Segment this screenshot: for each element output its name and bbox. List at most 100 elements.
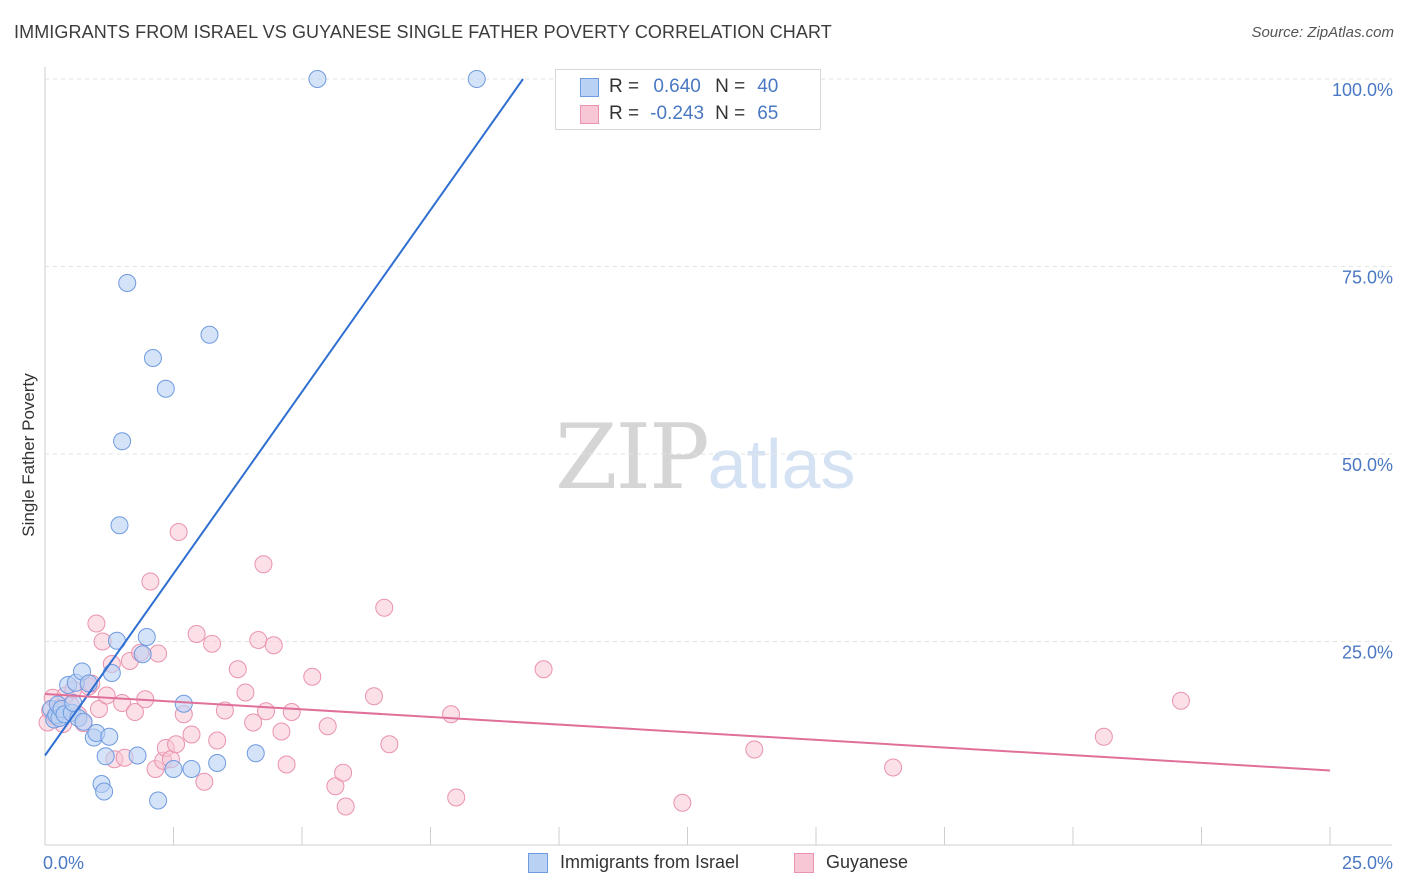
- legend-swatch-israel: [580, 77, 599, 97]
- israel-point: [118, 274, 137, 292]
- guyanese-point: [264, 636, 283, 655]
- israel-point: [79, 674, 98, 693]
- series-legend-israel: Immigrants from Israel: [528, 852, 739, 873]
- israel-point: [149, 791, 168, 810]
- guyanese-point: [1171, 691, 1190, 710]
- series-legend-guyanese: Guyanese: [794, 852, 908, 873]
- legend-r-value: 0.640: [653, 76, 701, 97]
- tick-labels: 25.0% 50.0% 75.0% 100.0% 0.0% 25.0%: [43, 80, 1393, 873]
- guyanese-point: [364, 687, 383, 706]
- guyanese-point: [272, 722, 291, 741]
- israel-point: [467, 70, 486, 88]
- series-legend-label-israel: Immigrants from Israel: [560, 852, 740, 872]
- legend-n-label: N =: [715, 103, 746, 124]
- israel-point: [74, 712, 93, 731]
- guyanese-point: [97, 686, 116, 705]
- guyanese-point: [380, 735, 399, 754]
- guyanese-point: [303, 667, 322, 686]
- y-tick-label: 75.0%: [1342, 268, 1393, 288]
- series-legend-swatch-israel: [528, 852, 548, 873]
- legend-row-israel: R = 0.640 N = 40: [580, 75, 778, 99]
- israel-trend-line: [44, 78, 524, 757]
- guyanese-point: [277, 755, 296, 774]
- guyanese-point: [673, 793, 692, 812]
- israel-point: [143, 349, 162, 367]
- watermark-zip: ZIP: [555, 405, 710, 510]
- legend-n-value: 40: [757, 76, 779, 97]
- source-label: Source: ZipAtlas.com: [1251, 24, 1394, 41]
- series-legend-label-guyanese: Guyanese: [826, 852, 909, 872]
- guyanese-point: [318, 717, 337, 736]
- guyanese-point: [87, 614, 106, 633]
- legend-row-guyanese: R = -0.243 N = 65: [580, 102, 778, 126]
- series-guyanese: [38, 523, 1190, 816]
- guyanese-point: [249, 631, 268, 649]
- legend-n-label: N =: [715, 76, 746, 97]
- guyanese-point: [282, 703, 301, 721]
- israel-point: [208, 754, 227, 772]
- guyanese-point: [745, 740, 764, 759]
- series-israel: [42, 70, 486, 810]
- guyanese-trend-line: [44, 693, 1331, 772]
- israel-point: [100, 727, 119, 746]
- guyanese-point: [236, 683, 255, 702]
- israel-point: [102, 664, 121, 682]
- guyanese-point: [167, 735, 186, 754]
- israel-point: [96, 747, 115, 766]
- israel-point: [133, 645, 152, 664]
- guyanese-point: [375, 598, 394, 617]
- guyanese-point: [228, 660, 247, 679]
- israel-point: [174, 694, 193, 713]
- guyanese-point: [257, 702, 276, 721]
- israel-point: [182, 760, 201, 778]
- guyanese-point: [169, 523, 188, 541]
- x-tick-label: 25.0%: [1342, 853, 1393, 873]
- israel-point: [137, 628, 156, 646]
- guyanese-point: [149, 644, 168, 663]
- series-legend-swatch-guyanese: [794, 852, 814, 873]
- israel-point: [156, 379, 175, 398]
- x-tick-label: 0.0%: [43, 853, 84, 873]
- israel-point: [308, 70, 327, 88]
- chart-title: IMMIGRANTS FROM ISRAEL VS GUYANESE SINGL…: [14, 22, 832, 42]
- israel-point: [110, 516, 129, 535]
- guyanese-point: [884, 758, 903, 777]
- watermark: ZIPatlas: [555, 405, 856, 510]
- correlation-legend: R = 0.640 N = 40 R = -0.243 N = 65: [555, 69, 821, 130]
- legend-swatch-guyanese: [580, 104, 599, 124]
- guyanese-point: [195, 772, 214, 791]
- legend-n-value: 65: [757, 103, 779, 124]
- guyanese-point: [534, 660, 553, 679]
- guyanese-point: [254, 555, 273, 574]
- israel-point: [128, 746, 147, 765]
- israel-point: [200, 325, 219, 344]
- legend-r-value: -0.243: [650, 103, 705, 124]
- guyanese-point: [336, 797, 355, 816]
- guyanese-point: [187, 625, 206, 643]
- israel-point: [113, 432, 132, 451]
- guyanese-point: [447, 788, 466, 807]
- legend-r-label: R =: [609, 103, 640, 124]
- guyanese-point: [1094, 727, 1113, 746]
- guyanese-point: [208, 731, 227, 750]
- guyanese-point: [334, 763, 353, 782]
- israel-point: [246, 744, 265, 763]
- guyanese-point: [141, 572, 160, 591]
- guyanese-point: [89, 700, 108, 718]
- legend-r-label: R =: [609, 76, 640, 97]
- y-tick-label: 50.0%: [1342, 455, 1393, 475]
- israel-point: [95, 782, 114, 801]
- y-tick-label: 100.0%: [1332, 80, 1393, 100]
- watermark-atlas: atlas: [707, 425, 856, 503]
- guyanese-point: [326, 777, 345, 796]
- guyanese-point: [442, 705, 461, 724]
- series-legend: Immigrants from Israel Guyanese: [0, 852, 1406, 876]
- guyanese-point: [203, 634, 222, 653]
- guyanese-point: [244, 713, 263, 732]
- israel-point: [164, 760, 183, 778]
- israel-point: [64, 694, 83, 712]
- guyanese-point: [215, 701, 234, 720]
- gridlines: [45, 78, 1392, 642]
- guyanese-point: [182, 725, 201, 744]
